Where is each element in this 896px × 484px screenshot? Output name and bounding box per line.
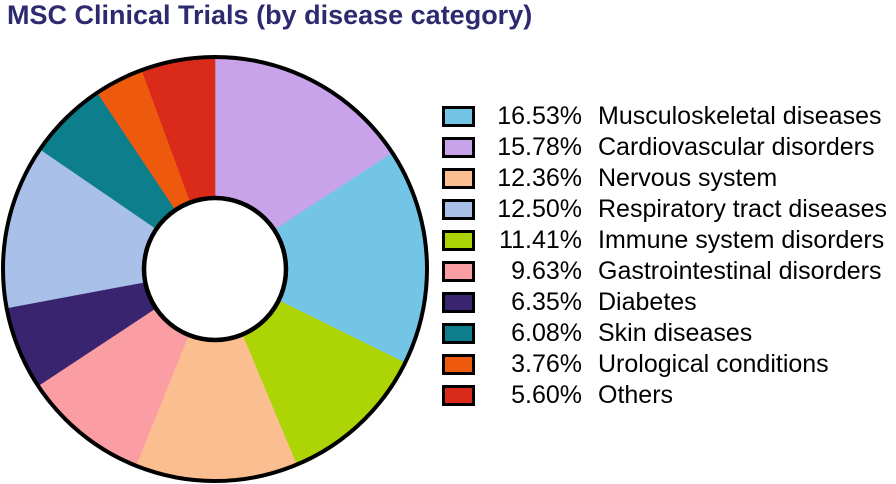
legend-percent: 15.78% bbox=[497, 133, 582, 161]
legend-label: Cardiovascular disorders bbox=[598, 133, 875, 161]
legend-item: 12.36% Nervous system bbox=[442, 163, 887, 194]
legend-label: Diabetes bbox=[598, 288, 697, 316]
legend-item: 11.41% Immune system disorders bbox=[442, 225, 887, 256]
legend-percent: 6.08% bbox=[511, 319, 582, 347]
legend-item: 15.78% Cardiovascular disorders bbox=[442, 132, 887, 163]
legend-swatch bbox=[442, 261, 475, 282]
legend-percent: 12.36% bbox=[497, 164, 582, 192]
legend-label: Skin diseases bbox=[598, 319, 753, 347]
legend-label: Urological conditions bbox=[598, 350, 829, 378]
legend-swatch bbox=[442, 230, 475, 251]
legend-swatch bbox=[442, 168, 475, 189]
legend-percent: 16.53% bbox=[497, 102, 582, 130]
legend-swatch bbox=[442, 354, 475, 375]
legend-item: 5.60% Others bbox=[442, 380, 887, 411]
chart-legend: 16.53% Musculoskeletal diseases 15.78% Card… bbox=[442, 101, 887, 411]
legend-label: Musculoskeletal diseases bbox=[598, 102, 882, 130]
legend-swatch bbox=[442, 292, 475, 313]
legend-percent: 9.63% bbox=[511, 257, 582, 285]
legend-percent: 3.76% bbox=[511, 350, 582, 378]
legend-swatch bbox=[442, 323, 475, 344]
legend-swatch bbox=[442, 199, 475, 220]
legend-label: Respiratory tract diseases bbox=[598, 195, 888, 223]
legend-label: Gastrointestinal disorders bbox=[598, 257, 882, 285]
legend-percent: 12.50% bbox=[497, 195, 582, 223]
legend-percent: 11.41% bbox=[499, 226, 582, 254]
legend-item: 6.35% Diabetes bbox=[442, 287, 887, 318]
legend-item: 3.76% Urological conditions bbox=[442, 349, 887, 380]
legend-item: 16.53% Musculoskeletal diseases bbox=[442, 101, 887, 132]
legend-item: 12.50% Respiratory tract diseases bbox=[442, 194, 887, 225]
legend-percent: 5.60% bbox=[511, 381, 582, 409]
chart-title: MSC Clinical Trials (by disease category… bbox=[7, 0, 533, 30]
legend-swatch bbox=[442, 106, 475, 127]
legend-percent: 6.35% bbox=[511, 288, 582, 316]
legend-swatch bbox=[442, 137, 475, 158]
legend-swatch bbox=[442, 385, 475, 406]
donut-chart bbox=[1, 55, 429, 483]
legend-label: Immune system disorders bbox=[598, 226, 885, 254]
donut-hole bbox=[141, 195, 289, 343]
donut-outer-ring bbox=[1, 55, 429, 483]
legend-item: 6.08% Skin diseases bbox=[442, 318, 887, 349]
legend-item: 9.63% Gastrointestinal disorders bbox=[442, 256, 887, 287]
legend-label: Others bbox=[598, 381, 674, 409]
legend-label: Nervous system bbox=[598, 164, 778, 192]
